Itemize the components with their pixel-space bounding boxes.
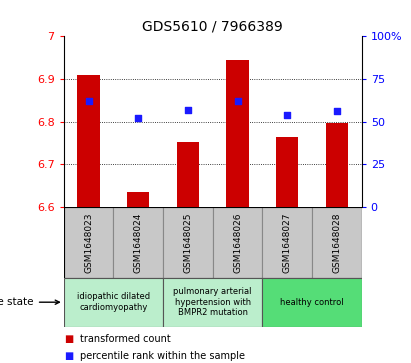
Bar — [262, 278, 362, 327]
Text: pulmonary arterial
hypertension with
BMPR2 mutation: pulmonary arterial hypertension with BMP… — [173, 287, 252, 317]
Bar — [276, 136, 298, 207]
Point — [284, 112, 291, 118]
Text: transformed count: transformed count — [80, 334, 171, 344]
Bar — [163, 278, 262, 327]
Bar — [113, 207, 163, 278]
Text: idiopathic dilated
cardiomyopathy: idiopathic dilated cardiomyopathy — [77, 293, 150, 312]
Text: GSM1648028: GSM1648028 — [332, 213, 342, 273]
Bar — [163, 207, 213, 278]
Bar — [213, 207, 262, 278]
Bar — [64, 278, 163, 327]
Text: ■: ■ — [64, 334, 73, 344]
Bar — [127, 192, 149, 207]
Text: healthy control: healthy control — [280, 298, 344, 307]
Point — [334, 109, 340, 114]
Point — [135, 115, 141, 121]
Title: GDS5610 / 7966389: GDS5610 / 7966389 — [142, 20, 283, 34]
Text: GSM1648023: GSM1648023 — [84, 213, 93, 273]
Bar — [226, 60, 249, 207]
Bar — [312, 207, 362, 278]
Text: percentile rank within the sample: percentile rank within the sample — [80, 351, 245, 361]
Text: GSM1648027: GSM1648027 — [283, 213, 292, 273]
Text: ■: ■ — [64, 351, 73, 361]
Bar — [177, 142, 199, 207]
Bar — [64, 207, 113, 278]
Text: GSM1648024: GSM1648024 — [134, 213, 143, 273]
Point — [234, 98, 241, 104]
Text: disease state: disease state — [0, 297, 59, 307]
Text: GSM1648026: GSM1648026 — [233, 213, 242, 273]
Point — [85, 98, 92, 104]
Bar — [262, 207, 312, 278]
Text: GSM1648025: GSM1648025 — [183, 213, 192, 273]
Point — [185, 107, 191, 113]
Bar — [77, 75, 100, 207]
Bar — [326, 123, 348, 207]
